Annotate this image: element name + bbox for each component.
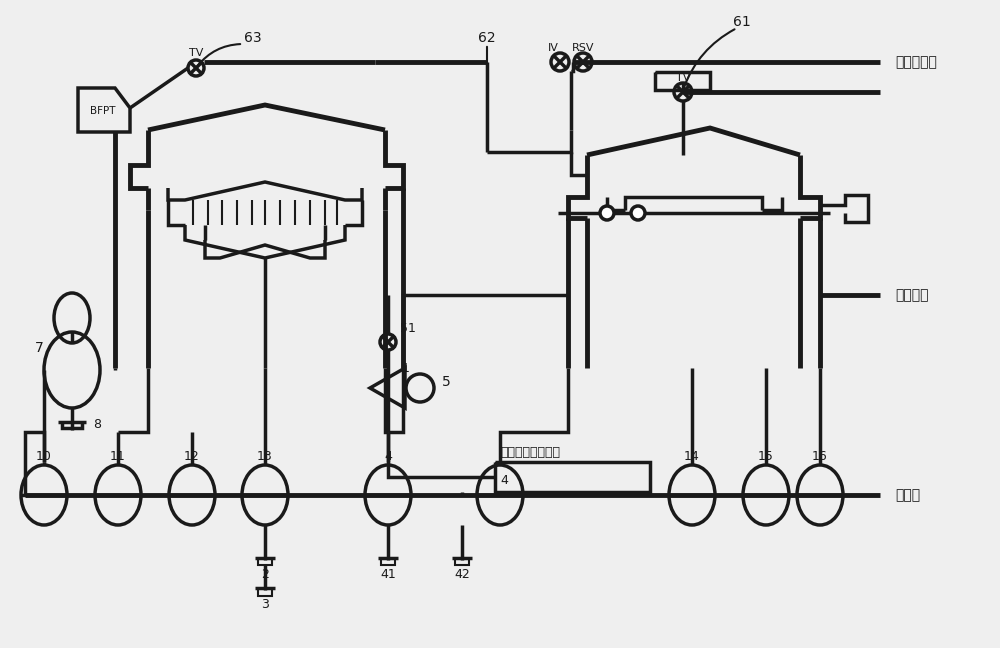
Text: 至过热器: 至过热器 xyxy=(895,288,928,302)
Circle shape xyxy=(600,206,614,220)
Text: 1: 1 xyxy=(402,362,410,375)
Text: IV: IV xyxy=(548,43,558,53)
Text: 61: 61 xyxy=(733,15,751,29)
Text: RSV: RSV xyxy=(572,43,594,53)
Text: 41: 41 xyxy=(380,568,396,581)
Text: 11: 11 xyxy=(110,450,126,463)
Text: 42: 42 xyxy=(454,568,470,581)
Text: 至过热器噴水减温: 至过热器噴水减温 xyxy=(500,446,560,459)
Text: 来自过热器: 来自过热器 xyxy=(895,55,937,69)
Text: 51: 51 xyxy=(400,321,416,334)
Text: 7: 7 xyxy=(35,341,44,355)
Text: 62: 62 xyxy=(478,31,496,45)
Text: 14: 14 xyxy=(684,450,700,463)
Text: 2: 2 xyxy=(261,568,269,581)
Text: 16: 16 xyxy=(812,450,828,463)
Text: 3: 3 xyxy=(261,597,269,610)
Text: 至锅炉: 至锅炉 xyxy=(895,488,920,502)
Text: 12: 12 xyxy=(184,450,200,463)
Circle shape xyxy=(631,206,645,220)
Text: 15: 15 xyxy=(758,450,774,463)
Text: TV: TV xyxy=(676,73,690,83)
Text: TV: TV xyxy=(189,48,203,58)
Text: BFPT: BFPT xyxy=(90,106,116,116)
Text: 63: 63 xyxy=(244,31,262,45)
Text: 4: 4 xyxy=(384,450,392,463)
Text: 8: 8 xyxy=(93,417,101,430)
Text: 10: 10 xyxy=(36,450,52,463)
Text: 13: 13 xyxy=(257,450,273,463)
Text: 4: 4 xyxy=(500,474,508,487)
Text: 5: 5 xyxy=(442,375,451,389)
